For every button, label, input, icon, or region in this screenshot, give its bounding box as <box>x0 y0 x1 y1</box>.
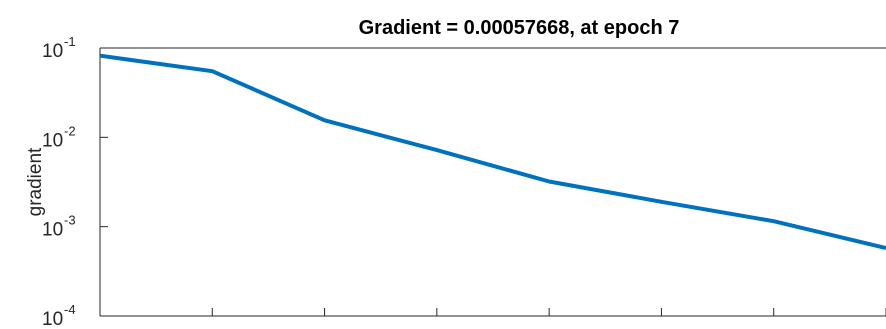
y-tick-label: 10 -1 <box>42 34 76 62</box>
y-tick-label: 10 -4 <box>42 302 76 329</box>
y-tick-label-base: 10 <box>42 309 63 329</box>
y-tick-label-exponent: -4 <box>64 302 76 317</box>
y-tick-label-base: 10 <box>42 41 63 62</box>
plot-area <box>100 48 886 316</box>
y-tick-label: 10 -3 <box>42 213 76 241</box>
y-tick-label-exponent: -3 <box>64 213 76 228</box>
y-tick-label-exponent: -1 <box>64 34 76 49</box>
y-tick-label-exponent: -2 <box>64 123 76 138</box>
y-tick-label-base: 10 <box>42 220 63 241</box>
x-axis-ticks <box>99 308 886 316</box>
y-tick-label-base: 10 <box>42 130 63 151</box>
chart-title: Gradient = 0.00057668, at epoch 7 <box>359 17 680 39</box>
y-tick-label: 10 -2 <box>42 123 76 151</box>
gradient-series-line <box>99 53 886 250</box>
y-axis-tick-labels: 10-110-210-310-4 <box>42 34 76 329</box>
y-axis-label: gradient <box>25 147 46 216</box>
